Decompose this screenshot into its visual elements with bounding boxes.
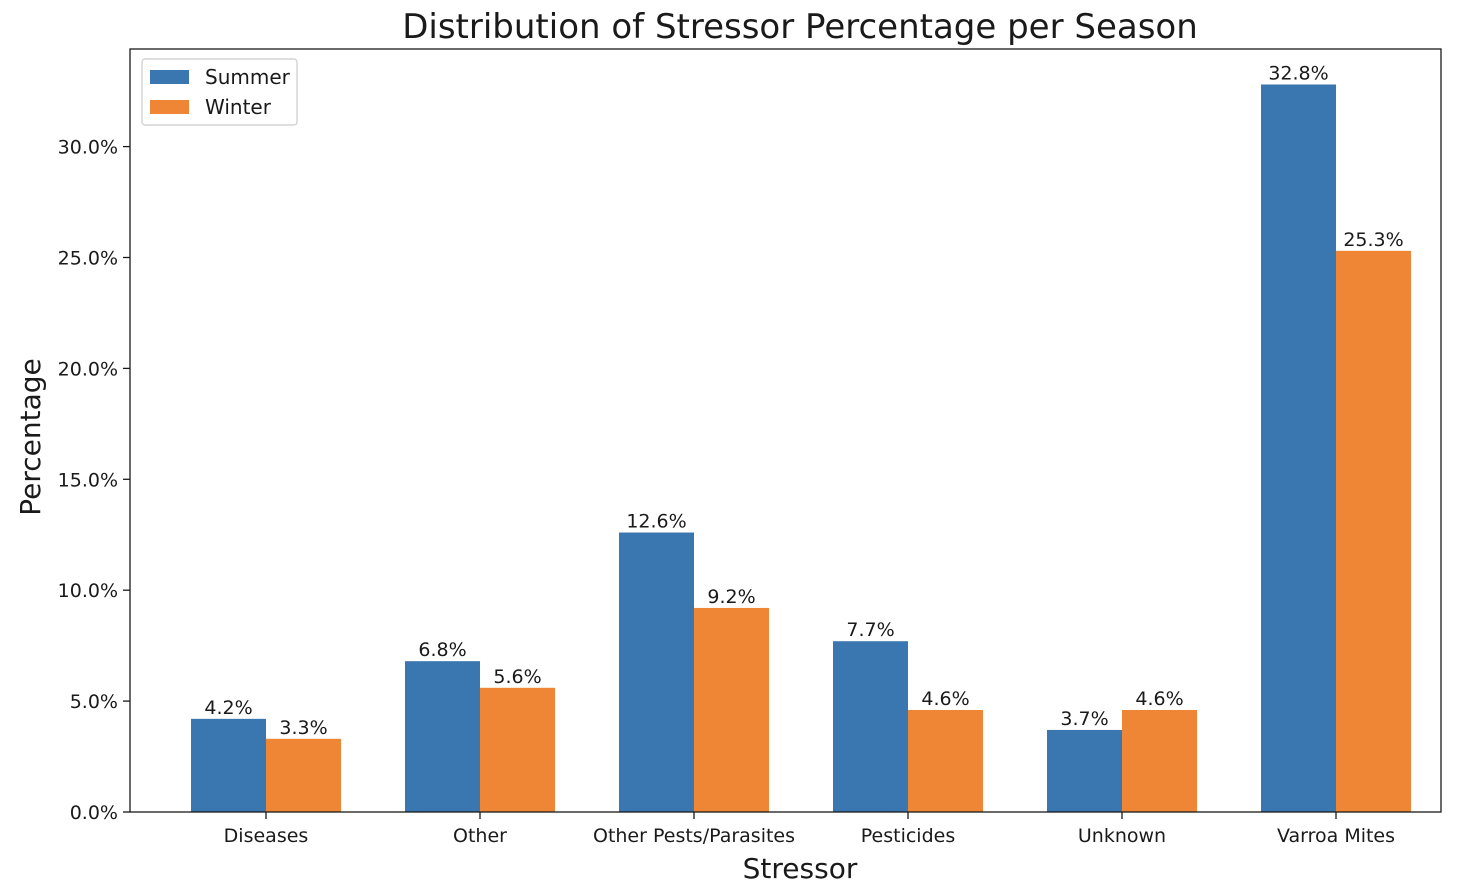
data-label-winter-2: 9.2% [707, 586, 755, 608]
chart-title: Distribution of Stressor Percentage per … [402, 7, 1198, 47]
data-label-summer-1: 6.8% [418, 639, 466, 661]
bar-winter-0 [266, 738, 341, 812]
data-label-winter-4: 4.6% [1135, 688, 1183, 710]
x-tick-label: Other Pests/Parasites [593, 825, 795, 847]
x-tick-label: Diseases [224, 825, 309, 847]
data-label-summer-5: 32.8% [1268, 62, 1328, 84]
data-label-summer-4: 3.7% [1060, 708, 1108, 730]
legend-label-summer: Summer [205, 65, 291, 89]
y-tick-label: 25.0% [58, 247, 118, 269]
bar-winter-2 [694, 607, 769, 812]
legend-swatch-winter [150, 100, 189, 114]
data-label-winter-0: 3.3% [279, 717, 327, 739]
y-tick-label: 10.0% [58, 580, 118, 602]
bar-summer-1 [405, 661, 480, 812]
y-tick-label: 30.0% [58, 137, 118, 159]
bar-summer-4 [1047, 729, 1122, 812]
data-label-winter-3: 4.6% [921, 688, 969, 710]
data-label-winter-1: 5.6% [493, 666, 541, 688]
bar-winter-4 [1122, 709, 1197, 812]
legend-label-winter: Winter [205, 95, 272, 119]
x-tick-label: Unknown [1078, 825, 1166, 847]
y-tick-label: 0.0% [70, 802, 118, 824]
bar-summer-3 [833, 641, 908, 812]
legend-swatch-summer [150, 70, 189, 84]
y-axis-label: Percentage [14, 358, 47, 516]
plot-area: 4.2% 3.3% 6.8% 5.6% 12.6% 9.2% 7.7% 4.6% 3.7% 4.6… [58, 48, 1442, 847]
bar-winter-5 [1336, 250, 1411, 813]
data-label-summer-3: 7.7% [846, 619, 894, 641]
bar-summer-0 [191, 718, 266, 812]
data-label-summer-0: 4.2% [204, 697, 252, 719]
data-label-winter-5: 25.3% [1343, 229, 1403, 251]
bar-summer-2 [619, 532, 694, 812]
x-axis-label: Stressor [743, 852, 858, 885]
bar-summer-5 [1261, 84, 1336, 812]
x-tick-label: Pesticides [861, 825, 955, 847]
x-tick-label: Varroa Mites [1277, 825, 1395, 847]
y-tick-label: 15.0% [58, 469, 118, 491]
bar-winter-1 [480, 687, 555, 812]
data-label-summer-2: 12.6% [626, 511, 686, 533]
bar-winter-3 [908, 709, 983, 812]
legend: Summer Winter [141, 58, 298, 126]
axes-frame [129, 48, 1442, 813]
x-tick-label: Other [453, 825, 507, 847]
y-tick-label: 5.0% [70, 691, 118, 713]
y-tick-label: 20.0% [58, 358, 118, 380]
